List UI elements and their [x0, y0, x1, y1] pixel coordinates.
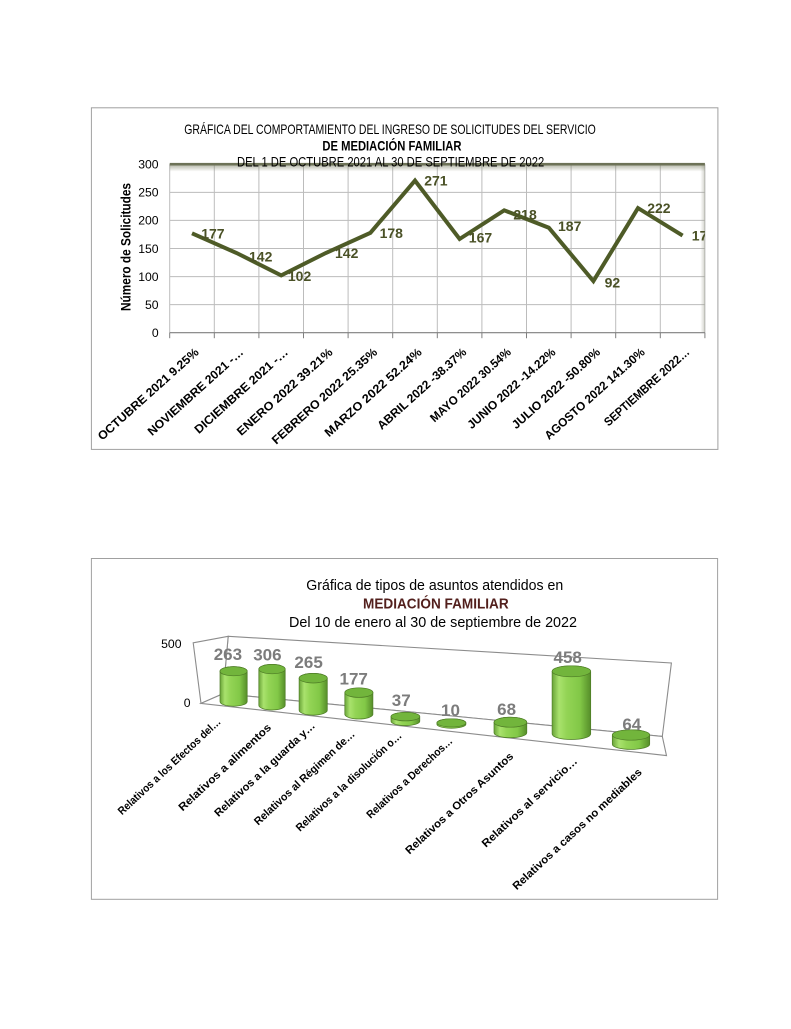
svg-text:Número de Solicitudes: Número de Solicitudes	[119, 183, 134, 311]
svg-text:50: 50	[145, 298, 159, 312]
svg-text:187: 187	[558, 218, 582, 234]
svg-text:150: 150	[138, 242, 159, 256]
svg-text:306: 306	[253, 646, 281, 665]
svg-text:458: 458	[554, 648, 582, 667]
svg-text:68: 68	[497, 700, 516, 719]
svg-text:92: 92	[605, 275, 621, 291]
svg-text:DE MEDIACIÓN FAMILIAR: DE MEDIACIÓN FAMILIAR	[322, 138, 461, 153]
svg-text:Del 10 de enero al 30 de sep: Del 10 de enero al 30 de septiembre de 2…	[289, 615, 577, 631]
svg-text:218: 218	[513, 207, 537, 223]
svg-text:GRÁFICA DEL COMPORTAMIENTO DEL: GRÁFICA DEL COMPORTAMIENTO DEL INGRESO D…	[184, 122, 596, 137]
svg-text:102: 102	[288, 268, 312, 284]
svg-text:Gráfica de tipos de asuntos at: Gráfica de tipos de asuntos atendidos en	[306, 578, 563, 594]
svg-text:222: 222	[647, 200, 671, 216]
svg-text:DEL 1 DE OCTUBRE 2021 AL: DEL 1 DE OCTUBRE 2021 AL 30 DE SEPTIEMBR…	[237, 155, 544, 170]
svg-text:200: 200	[138, 214, 159, 228]
svg-text:250: 250	[138, 186, 159, 200]
svg-text:0: 0	[152, 326, 159, 340]
svg-text:10: 10	[441, 701, 460, 720]
svg-text:500: 500	[161, 637, 182, 651]
svg-text:177: 177	[201, 225, 225, 241]
svg-text:177: 177	[340, 669, 368, 688]
svg-text:100: 100	[138, 270, 159, 284]
svg-text:142: 142	[335, 245, 359, 261]
svg-text:64: 64	[622, 715, 641, 734]
svg-text:263: 263	[214, 645, 242, 664]
svg-text:265: 265	[294, 653, 322, 672]
svg-text:MEDIACIÓN FAMILIAR: MEDIACIÓN FAMILIAR	[363, 595, 509, 613]
svg-text:37: 37	[392, 691, 411, 710]
svg-text:178: 178	[380, 225, 404, 241]
svg-text:173: 173	[692, 228, 716, 244]
svg-text:142: 142	[249, 249, 273, 265]
svg-text:0: 0	[184, 696, 191, 710]
svg-text:167: 167	[469, 230, 493, 246]
svg-text:271: 271	[424, 173, 448, 189]
svg-text:300: 300	[138, 158, 159, 172]
